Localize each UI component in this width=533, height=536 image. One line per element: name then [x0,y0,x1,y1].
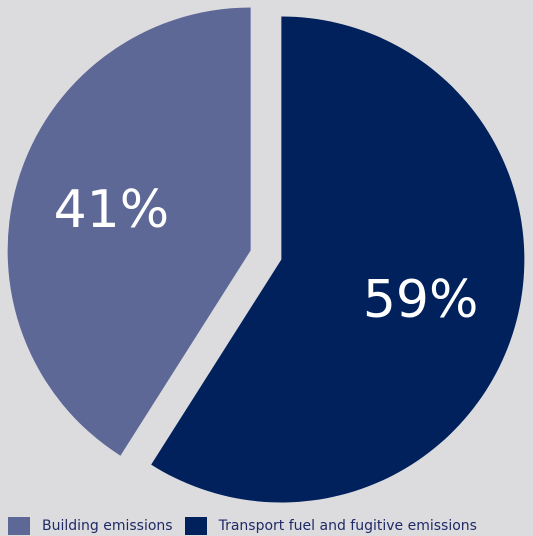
pie-slice-transport [151,16,525,503]
pie-chart: 59% 41% [7,7,525,503]
pie-slice-building [7,7,251,456]
legend-swatch-building [8,516,30,535]
legend-label-building: Building emissions [42,517,173,534]
legend-item-transport: Transport fuel and fugitive emissions [184,516,477,535]
legend: Building emissions Transport fuel and fu… [8,515,533,536]
slice-label-building: 41% [54,180,170,240]
legend-label-transport: Transport fuel and fugitive emissions [218,517,477,534]
slice-label-transport: 59% [363,270,479,330]
legend-swatch-transport [184,516,207,535]
legend-item-building: Building emissions [8,516,173,535]
